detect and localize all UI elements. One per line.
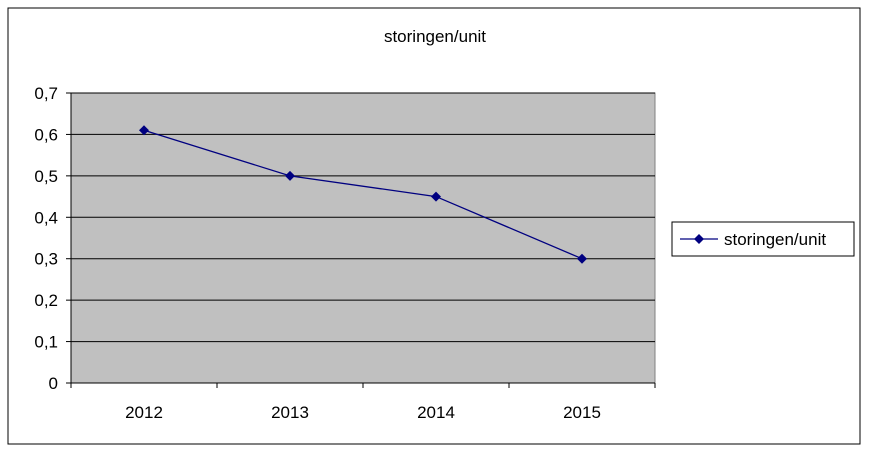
y-tick-label: 0,7 xyxy=(34,84,58,103)
series-line xyxy=(143,129,583,260)
y-tick-label: 0,4 xyxy=(34,208,58,227)
chart-title: storingen/unit xyxy=(384,27,486,46)
gridlines xyxy=(71,92,655,343)
legend-label: storingen/unit xyxy=(724,230,826,249)
y-tick-label: 0,6 xyxy=(34,125,58,144)
x-tick-label: 2012 xyxy=(125,403,163,422)
data-point-marker xyxy=(431,191,441,202)
series-layer xyxy=(139,125,587,264)
data-point-marker xyxy=(577,253,587,264)
x-tick-label: 2013 xyxy=(271,403,309,422)
y-tick-label: 0,2 xyxy=(34,291,58,310)
y-tick-label: 0,1 xyxy=(34,333,58,352)
y-tick-label: 0 xyxy=(49,374,58,393)
plot-area xyxy=(70,92,656,384)
data-point-marker xyxy=(139,125,149,136)
legend-marker xyxy=(694,234,704,244)
y-tick-label: 0,3 xyxy=(34,250,58,269)
data-point-marker xyxy=(285,170,295,181)
x-tick-label: 2014 xyxy=(417,403,455,422)
y-tick-label: 0,5 xyxy=(34,167,58,186)
x-tick-label: 2015 xyxy=(563,403,601,422)
x-axis: 2012 2013 2014 2015 xyxy=(70,382,656,422)
legend: storingen/unit xyxy=(671,221,855,257)
y-axis: 0 0,1 0,2 0,3 0,4 0,5 0,6 0,7 xyxy=(34,84,72,393)
